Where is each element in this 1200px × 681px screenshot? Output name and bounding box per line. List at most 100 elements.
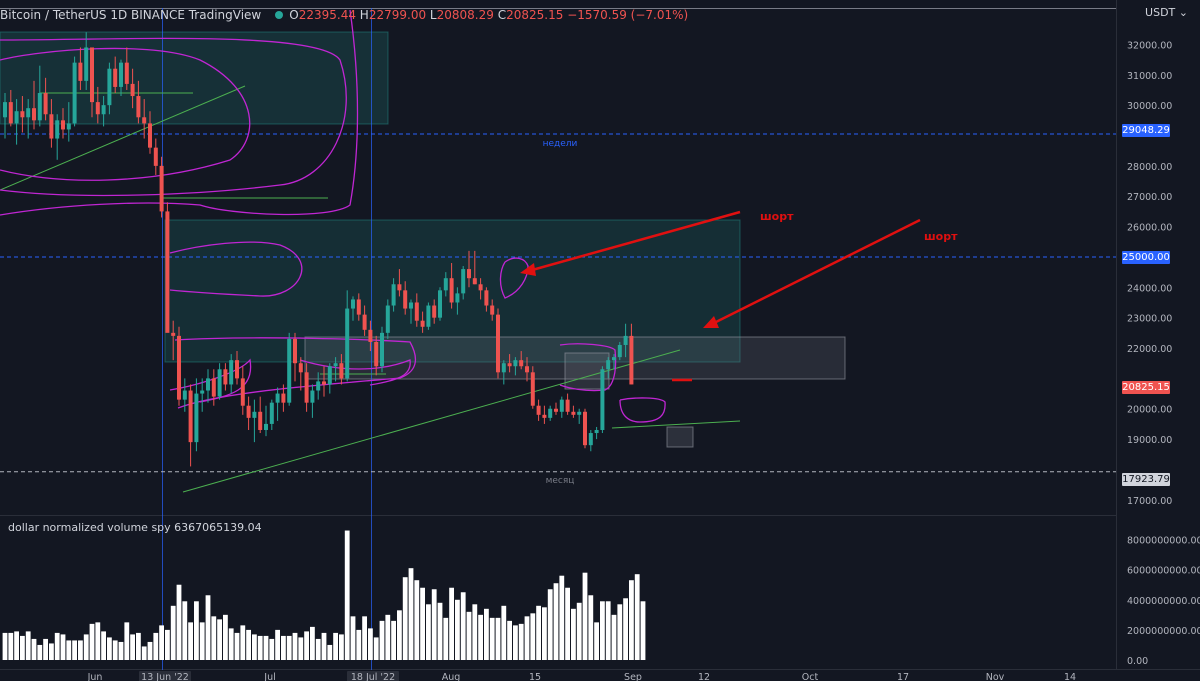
candle-body[interactable] <box>171 332 176 336</box>
volume-bar[interactable] <box>49 643 54 660</box>
candle-body[interactable] <box>588 433 593 446</box>
volume-bar[interactable] <box>211 616 217 660</box>
candle-body[interactable] <box>136 96 141 118</box>
volume-bar[interactable] <box>217 619 222 660</box>
volume-bar[interactable] <box>275 629 280 660</box>
volume-bar[interactable] <box>54 632 60 660</box>
candle-body[interactable] <box>420 320 425 327</box>
volume-bar[interactable] <box>95 622 101 660</box>
volume-bar[interactable] <box>170 605 176 660</box>
candle-body[interactable] <box>484 290 489 306</box>
candle-body[interactable] <box>246 405 251 418</box>
volume-bar[interactable] <box>588 595 594 660</box>
volume-bar[interactable] <box>634 574 640 660</box>
volume-bar[interactable] <box>576 602 582 660</box>
volume-bar[interactable] <box>344 530 350 660</box>
volume-bar[interactable] <box>292 632 298 660</box>
volume-bar[interactable] <box>25 631 31 660</box>
volume-bar[interactable] <box>159 625 164 660</box>
candle-body[interactable] <box>385 305 390 333</box>
candle-body[interactable] <box>345 308 350 379</box>
candle-body[interactable] <box>32 108 36 121</box>
candle-body[interactable] <box>594 429 599 434</box>
candle-body[interactable] <box>165 211 170 333</box>
magenta-loop-aug[interactable] <box>499 257 529 299</box>
candle-body[interactable] <box>258 411 263 430</box>
volume-bar[interactable] <box>246 629 251 660</box>
volume-bar[interactable] <box>443 617 449 660</box>
candle-body[interactable] <box>478 284 483 291</box>
volume-bar[interactable] <box>257 635 263 660</box>
trendline-upper[interactable] <box>0 85 246 191</box>
volume-bar[interactable] <box>362 616 367 660</box>
volume-bar[interactable] <box>194 601 199 660</box>
volume-bar[interactable] <box>536 605 541 660</box>
candle-body[interactable] <box>374 341 379 367</box>
candle-body[interactable] <box>519 360 524 367</box>
candle-body[interactable] <box>200 390 205 394</box>
volume-bar[interactable] <box>327 644 333 660</box>
candle-body[interactable] <box>513 360 518 367</box>
candle-body[interactable] <box>571 411 576 415</box>
candle-body[interactable] <box>159 165 164 212</box>
candle-body[interactable] <box>84 47 89 81</box>
candle-body[interactable] <box>327 366 332 385</box>
candle-body[interactable] <box>90 47 94 103</box>
support-line-sep[interactable] <box>611 420 741 429</box>
volume-bar[interactable] <box>298 637 304 660</box>
volume-bar[interactable] <box>368 628 373 660</box>
volume-bar[interactable] <box>124 622 130 660</box>
candle-body[interactable] <box>356 299 361 315</box>
candle-body[interactable] <box>333 363 338 367</box>
candle-body[interactable] <box>449 278 454 303</box>
volume-bar[interactable] <box>188 622 193 660</box>
candle-body[interactable] <box>78 62 83 81</box>
magenta-loop-sep[interactable] <box>619 397 666 423</box>
gray-zone-bottom[interactable] <box>666 426 694 448</box>
candle-body[interactable] <box>461 269 466 294</box>
candle-body[interactable] <box>612 357 616 361</box>
candle-body[interactable] <box>37 93 42 121</box>
volume-bar[interactable] <box>78 640 83 660</box>
candle-body[interactable] <box>142 117 147 124</box>
volume-bar[interactable] <box>333 632 338 660</box>
magenta-loop-aug-low[interactable] <box>559 343 617 392</box>
candle-body[interactable] <box>565 399 570 412</box>
volume-bar[interactable] <box>379 620 385 660</box>
resistance-zone-top[interactable] <box>0 31 389 125</box>
candle-body[interactable] <box>426 305 431 327</box>
volume-bar[interactable] <box>495 617 501 660</box>
short-arrow-1-shaft[interactable] <box>524 210 741 274</box>
candle-body[interactable] <box>182 390 187 400</box>
candle-body[interactable] <box>629 335 634 385</box>
price-axis[interactable]: 32000.00 31000.00 30000.00 28000.00 27000.00… <box>1127 40 1172 506</box>
volume-bar[interactable] <box>617 604 623 660</box>
candle-body[interactable] <box>107 68 112 106</box>
volume-bar[interactable] <box>89 623 95 660</box>
volume-bar[interactable] <box>252 634 257 660</box>
volume-bar[interactable] <box>582 572 588 660</box>
candle-body[interactable] <box>101 105 106 115</box>
volume-bar[interactable] <box>43 638 48 660</box>
candle-body[interactable] <box>252 411 257 418</box>
candle-body[interactable] <box>26 108 31 118</box>
volume-bar[interactable] <box>130 634 135 660</box>
candle-body[interactable] <box>8 102 13 124</box>
candle-body[interactable] <box>391 284 396 306</box>
trendline-lower[interactable] <box>182 349 681 493</box>
candle-body[interactable] <box>316 381 321 391</box>
volume-bar[interactable] <box>547 589 553 660</box>
volume-bar[interactable] <box>449 587 454 660</box>
magenta-loop-top[interactable] <box>0 37 347 197</box>
candle-body[interactable] <box>467 269 471 279</box>
candle-body[interactable] <box>583 411 587 446</box>
volume-indicator-label[interactable]: dollar normalized volume spy 6367065139.… <box>8 521 262 534</box>
volume-bar[interactable] <box>228 628 234 660</box>
candle-body[interactable] <box>177 335 181 400</box>
volume-bar[interactable] <box>571 608 576 660</box>
candle-body[interactable] <box>293 338 297 364</box>
candle-body[interactable] <box>217 369 222 397</box>
volume-bar[interactable] <box>2 632 8 660</box>
volume-bar[interactable] <box>391 620 396 660</box>
volume-bar[interactable] <box>60 634 66 660</box>
